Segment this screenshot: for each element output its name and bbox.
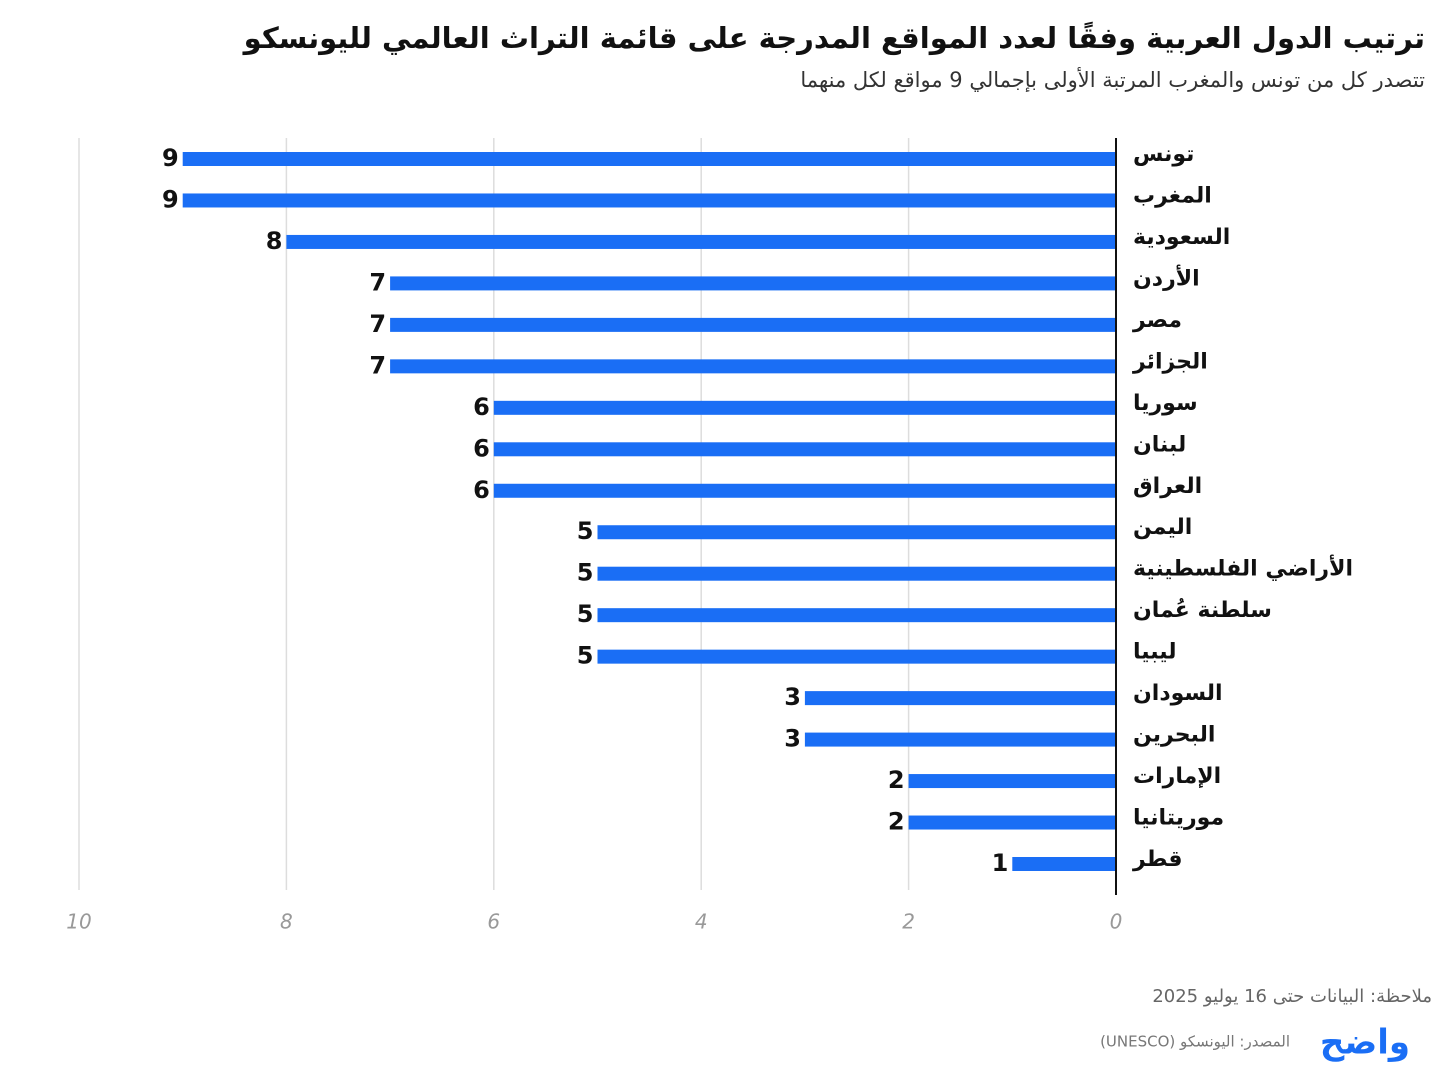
category-label: لبنان: [1133, 432, 1186, 457]
bar: [286, 234, 1116, 249]
category-label: سوريا: [1133, 391, 1198, 416]
category-label: سلطنة عُمان: [1133, 598, 1272, 623]
value-label: 7: [369, 310, 386, 338]
logo: واضح: [1320, 1023, 1410, 1063]
bar: [597, 649, 1116, 664]
value-label: 2: [888, 766, 905, 794]
bar: [597, 525, 1116, 540]
category-label: ليبيا: [1133, 640, 1176, 665]
note: ملاحظة: البيانات حتى 16 يوليو 2025: [1152, 986, 1432, 1007]
value-label: 7: [369, 351, 386, 379]
bar: [390, 317, 1117, 332]
value-label: 5: [577, 642, 594, 670]
category-label: موريتانيا: [1133, 806, 1224, 831]
value-label: 5: [577, 600, 594, 628]
bars: [182, 152, 1117, 871]
bar: [597, 608, 1116, 623]
category-label: تونس: [1133, 142, 1194, 167]
value-label: 9: [162, 144, 179, 172]
x-tick-label: 0: [1110, 910, 1123, 934]
x-tick-label: 8: [280, 910, 293, 934]
bar: [804, 732, 1116, 747]
bar: [493, 483, 1116, 498]
bar: [390, 359, 1117, 374]
value-label: 3: [784, 683, 801, 711]
bar: [908, 815, 1116, 830]
bar: [597, 566, 1116, 581]
value-label: 8: [266, 227, 283, 255]
chart-title: ترتيب الدول العربية وفقًا لعدد المواقع ا…: [242, 21, 1425, 55]
chart-subtitle: تتصدر كل من تونس والمغرب المرتبة الأولى …: [800, 67, 1425, 93]
value-label: 2: [888, 808, 905, 836]
category-label: البحرين: [1133, 723, 1215, 748]
value-label: 7: [369, 268, 386, 296]
bar: [493, 400, 1116, 415]
bar: [390, 276, 1117, 291]
x-tick-label: 2: [902, 910, 915, 934]
x-tick-label: 6: [487, 910, 500, 934]
category-label: السودان: [1133, 681, 1223, 706]
category-label: الأردن: [1133, 263, 1200, 291]
category-label: العراق: [1133, 474, 1202, 499]
value-label: 9: [162, 185, 179, 213]
value-label: 1: [992, 849, 1009, 877]
category-label: اليمن: [1133, 515, 1192, 540]
value-label: 6: [473, 434, 490, 462]
bar: [182, 152, 1116, 166]
value-label: 5: [577, 517, 594, 545]
bar: [908, 774, 1116, 789]
category-label: الأراضي الفلسطينية: [1133, 554, 1353, 582]
bar: [493, 442, 1116, 457]
value-label: 6: [473, 476, 490, 504]
value-label: 3: [784, 725, 801, 753]
x-tick-label: 10: [66, 910, 91, 934]
category-label: المغرب: [1133, 183, 1212, 208]
x-tick-label: 4: [695, 910, 708, 934]
bar: [182, 193, 1116, 208]
source: المصدر: اليونسكو (UNESCO): [1100, 1033, 1290, 1051]
category-label: الجزائر: [1132, 349, 1208, 374]
value-label: 6: [473, 393, 490, 421]
category-label: قطر: [1132, 847, 1183, 872]
category-label: الإمارات: [1133, 764, 1221, 789]
bar: [1012, 857, 1116, 871]
value-label: 5: [577, 559, 594, 587]
bar: [804, 691, 1116, 706]
category-label: مصر: [1132, 308, 1182, 333]
category-label: السعودية: [1133, 225, 1230, 250]
